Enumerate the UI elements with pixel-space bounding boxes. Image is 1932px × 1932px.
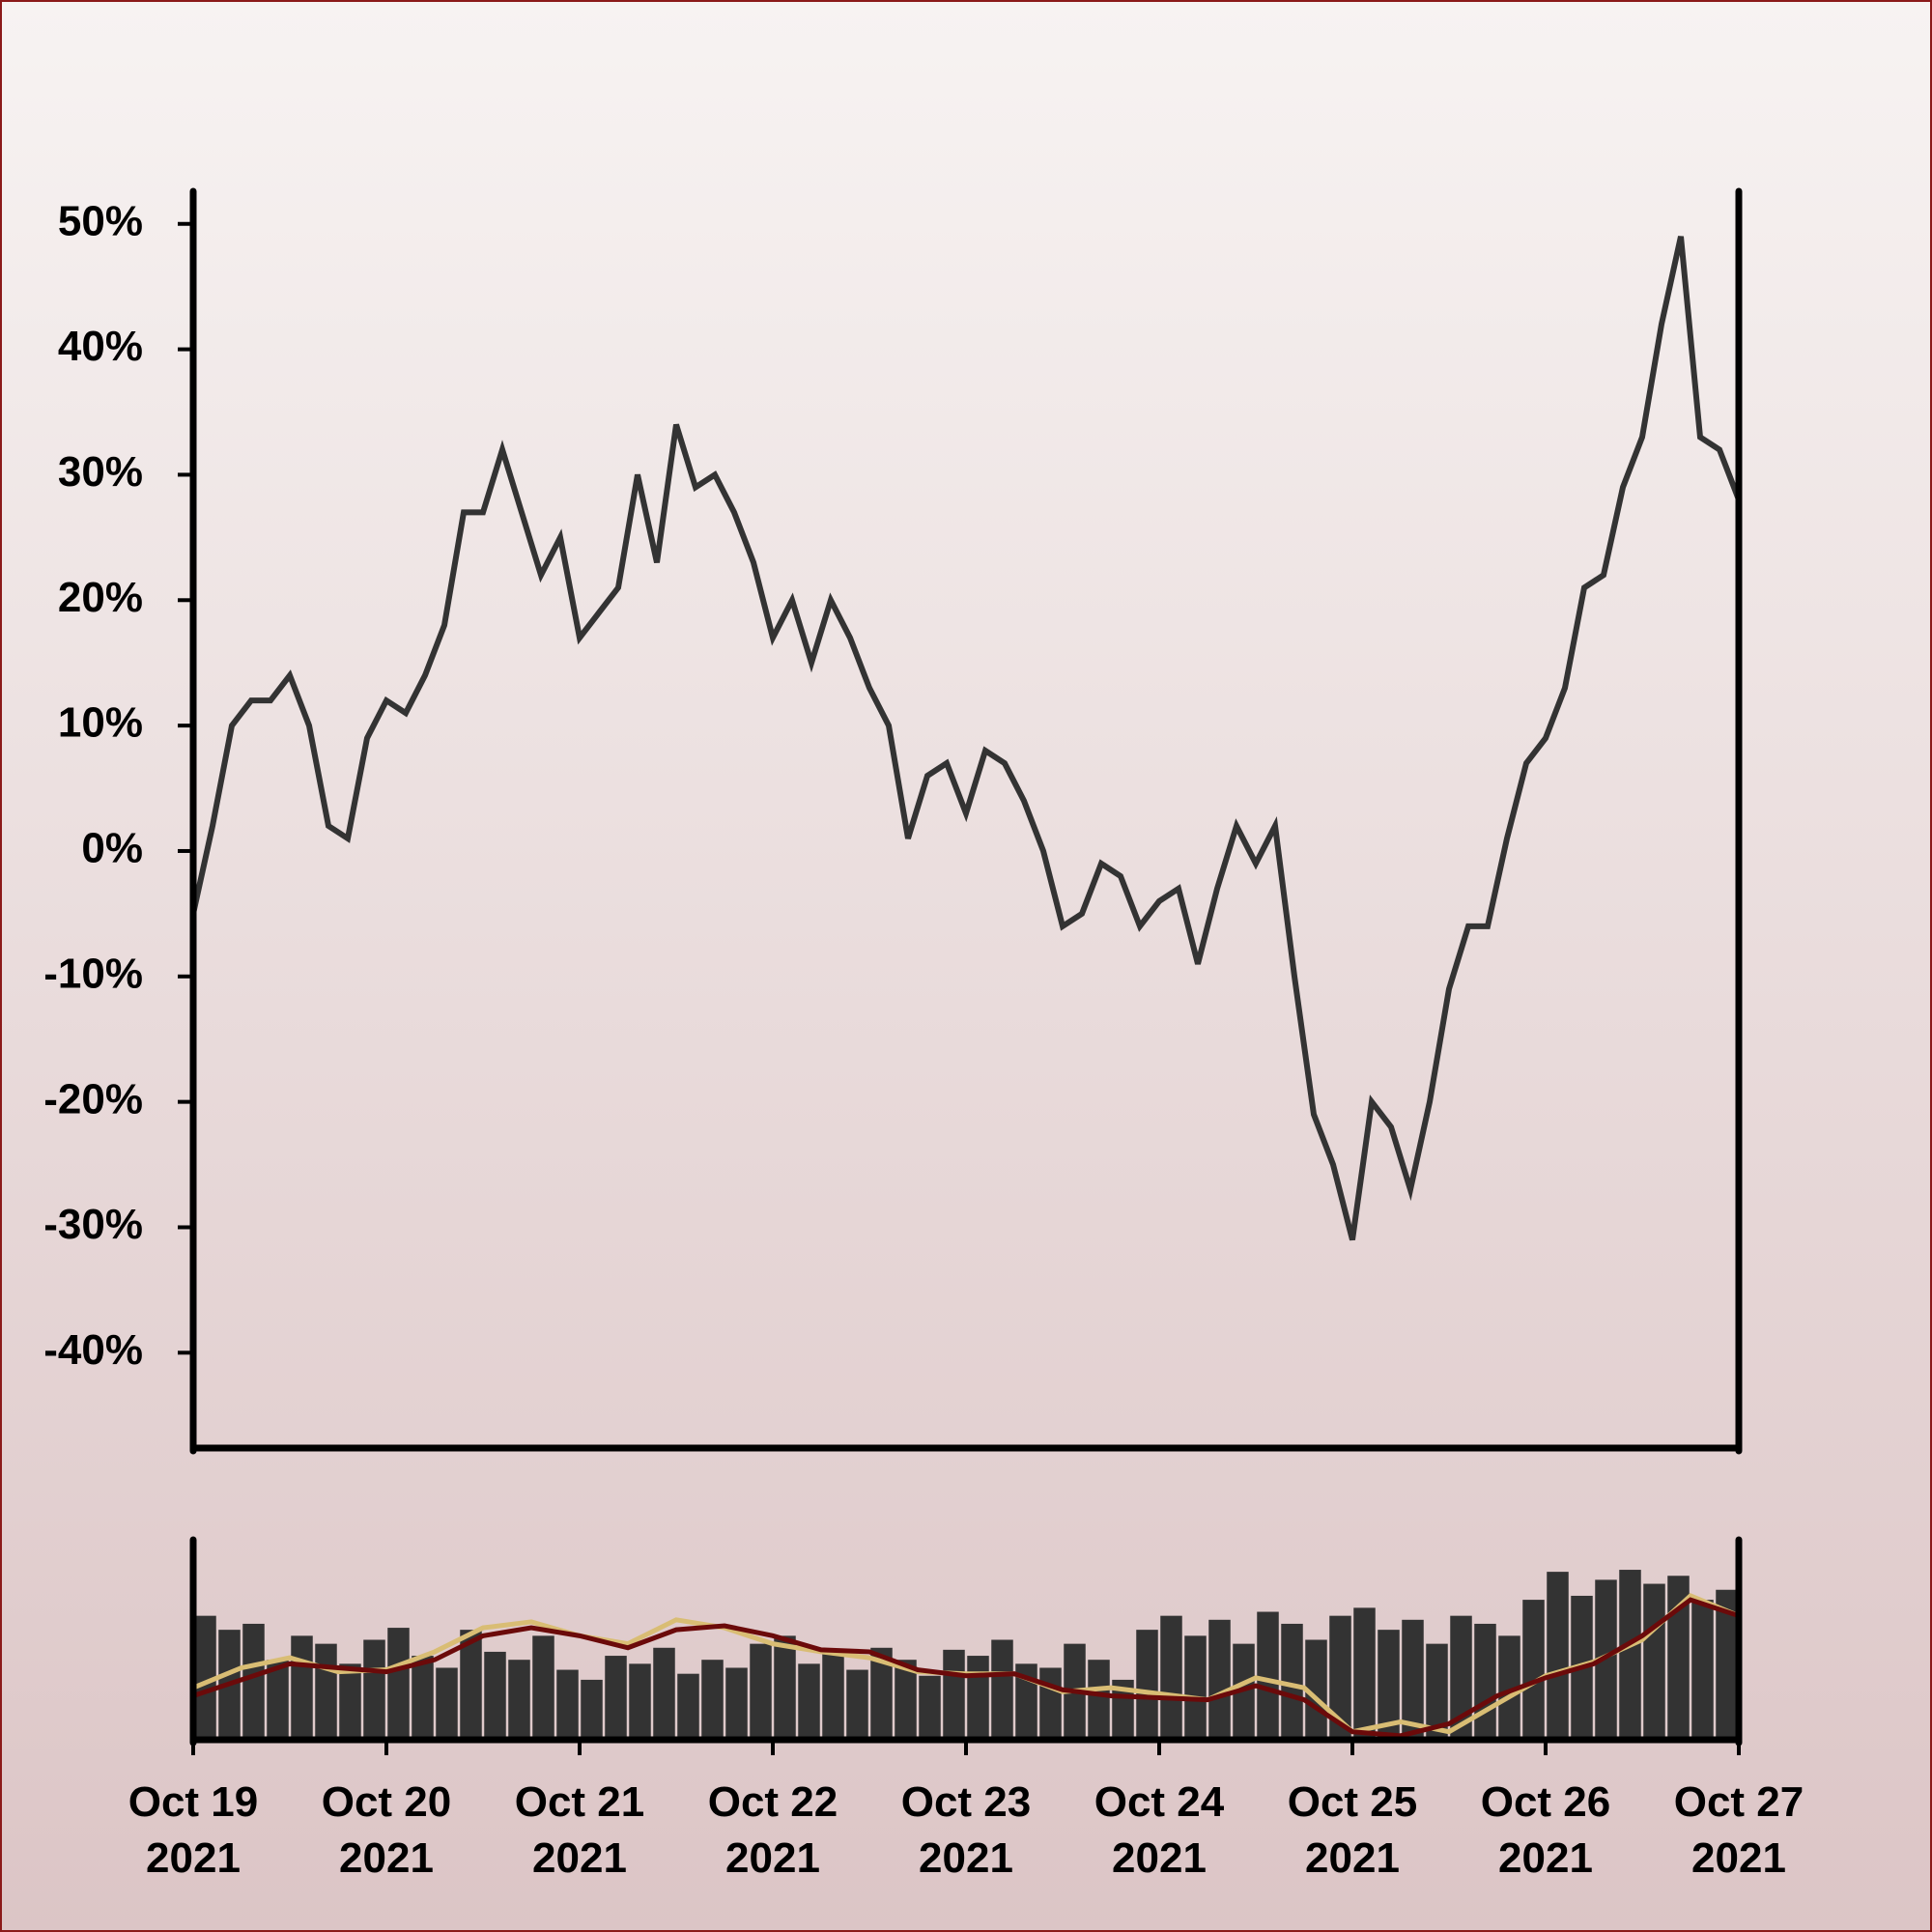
volume-bar bbox=[1329, 1615, 1351, 1740]
volume-bar bbox=[532, 1635, 554, 1740]
volume-bar bbox=[1184, 1635, 1207, 1740]
y-tick-label: -10% bbox=[43, 950, 143, 997]
volume-bar bbox=[1160, 1615, 1182, 1740]
volume-bar bbox=[339, 1663, 361, 1740]
volume-bar bbox=[701, 1660, 724, 1740]
volume-bar bbox=[1136, 1630, 1158, 1740]
volume-bar bbox=[1619, 1570, 1641, 1740]
volume-bar bbox=[822, 1651, 844, 1740]
volume-bar bbox=[194, 1615, 216, 1740]
volume-bar bbox=[556, 1669, 579, 1740]
x-tick-label: Oct 22 2021 bbox=[708, 1778, 838, 1882]
y-tick-label: 50% bbox=[58, 197, 143, 244]
y-tick-label: 0% bbox=[81, 825, 143, 872]
volume-bar bbox=[895, 1660, 917, 1740]
volume-bar bbox=[1257, 1611, 1279, 1740]
volume-bar bbox=[605, 1656, 627, 1740]
volume-bar bbox=[1088, 1660, 1110, 1740]
volume-bar bbox=[1474, 1623, 1496, 1740]
price-line bbox=[190, 236, 1742, 1241]
volume-bar bbox=[943, 1649, 965, 1740]
volume-bar bbox=[267, 1660, 289, 1740]
volume-bar bbox=[1522, 1600, 1545, 1740]
volume-bar bbox=[436, 1667, 458, 1740]
x-tick-label: Oct 19 2021 bbox=[128, 1778, 259, 1882]
x-tick-label: Oct 24 2021 bbox=[1094, 1778, 1225, 1882]
volume-bar bbox=[774, 1635, 796, 1740]
x-tick-label: Oct 26 2021 bbox=[1481, 1778, 1611, 1882]
volume-bar bbox=[363, 1639, 385, 1740]
volume-bar bbox=[1643, 1583, 1665, 1740]
volume-bar bbox=[1426, 1643, 1448, 1740]
volume-bar bbox=[460, 1630, 482, 1740]
volume-bar bbox=[1691, 1600, 1714, 1740]
volume-bar bbox=[1450, 1615, 1472, 1740]
volume-bar bbox=[484, 1651, 506, 1740]
y-tick-label: 20% bbox=[58, 574, 143, 621]
y-tick-label: -40% bbox=[43, 1326, 143, 1374]
volume-bar bbox=[725, 1667, 748, 1740]
volume-bar bbox=[1716, 1589, 1738, 1740]
x-tick-label: Oct 27 2021 bbox=[1674, 1778, 1804, 1882]
volume-bar bbox=[991, 1639, 1013, 1740]
volume-bar bbox=[1305, 1639, 1327, 1740]
volume-bar bbox=[677, 1673, 699, 1740]
volume-bar bbox=[1208, 1619, 1231, 1740]
volume-bar bbox=[581, 1679, 603, 1740]
volume-bar bbox=[242, 1623, 265, 1740]
volume-bar bbox=[750, 1643, 772, 1740]
y-tick-label: 10% bbox=[58, 699, 143, 747]
volume-bar bbox=[870, 1647, 893, 1740]
y-tick-label: 30% bbox=[58, 448, 143, 496]
volume-bar bbox=[1498, 1635, 1520, 1740]
y-tick-label: 40% bbox=[58, 323, 143, 370]
volume-bar bbox=[629, 1663, 651, 1740]
x-tick-label: Oct 23 2021 bbox=[901, 1778, 1032, 1882]
volume-bar bbox=[1402, 1619, 1424, 1740]
volume-bar bbox=[1667, 1576, 1690, 1740]
volume-bar bbox=[1595, 1579, 1617, 1740]
volume-bar bbox=[508, 1660, 530, 1740]
volume-bar bbox=[412, 1656, 434, 1740]
y-tick-label: -30% bbox=[43, 1201, 143, 1248]
volume-bar bbox=[291, 1635, 313, 1740]
x-tick-label: Oct 25 2021 bbox=[1288, 1778, 1418, 1882]
moving-average bbox=[192, 1597, 1740, 1739]
volume-bar bbox=[1353, 1607, 1376, 1740]
volume-bar bbox=[387, 1628, 410, 1740]
volume-bar bbox=[1281, 1623, 1303, 1740]
volume-bar bbox=[653, 1647, 675, 1740]
volume-bar bbox=[1378, 1630, 1400, 1740]
volume-bar bbox=[798, 1663, 820, 1740]
volume-bar bbox=[315, 1643, 337, 1740]
y-tick-label: -20% bbox=[43, 1075, 143, 1122]
volume-bar bbox=[1547, 1572, 1569, 1740]
x-tick-label: Oct 20 2021 bbox=[322, 1778, 452, 1882]
volume-bar bbox=[846, 1669, 868, 1740]
volume-bar bbox=[967, 1656, 989, 1740]
volume-bar bbox=[1039, 1667, 1062, 1740]
volume-bar bbox=[919, 1675, 941, 1740]
x-tick-label: Oct 21 2021 bbox=[515, 1778, 645, 1882]
